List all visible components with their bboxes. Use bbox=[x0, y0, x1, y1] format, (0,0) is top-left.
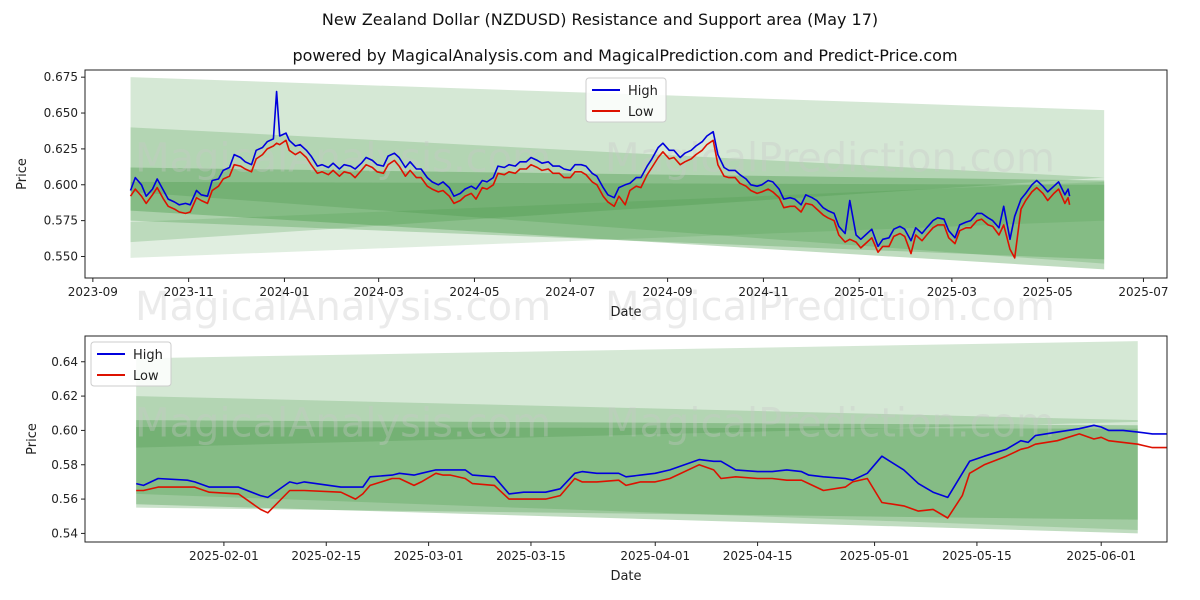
support-resistance-band bbox=[136, 426, 1138, 520]
y-tick-label: 0.625 bbox=[44, 142, 78, 156]
watermark: MagicalAnalysis.com bbox=[135, 135, 551, 181]
x-tick-label: 2024-07 bbox=[545, 285, 595, 299]
x-tick-label: 2025-02-01 bbox=[189, 549, 259, 563]
y-tick-label: 0.600 bbox=[44, 178, 78, 192]
legend-label-high: High bbox=[133, 348, 163, 363]
legend: High Low bbox=[90, 341, 172, 387]
chart-subtitle: powered by MagicalAnalysis.com and Magic… bbox=[292, 46, 957, 65]
x-tick-label: 2023-11 bbox=[164, 285, 214, 299]
y-axis-label: Price bbox=[25, 423, 40, 455]
watermark: MagicalPrediction.com bbox=[605, 401, 1055, 447]
x-tick-label: 2025-04-01 bbox=[620, 549, 690, 563]
y-tick-label: 0.58 bbox=[51, 458, 78, 472]
legend-label-high: High bbox=[628, 84, 658, 99]
y-tick-label: 0.575 bbox=[44, 214, 78, 228]
x-tick-label: 2023-09 bbox=[68, 285, 118, 299]
support-resistance-band bbox=[130, 167, 1105, 270]
support-resistance-band bbox=[136, 420, 1138, 534]
x-tick-label: 2025-03 bbox=[927, 285, 977, 299]
y-tick-label: 0.62 bbox=[51, 389, 78, 403]
plot-area: MagicalAnalysis.com MagicalPrediction.com bbox=[129, 77, 1105, 270]
series-line-low bbox=[136, 433, 1167, 519]
series-line-high bbox=[136, 424, 1167, 499]
x-tick-label: 2024-09 bbox=[643, 285, 693, 299]
legend-label-low: Low bbox=[628, 105, 654, 120]
legend-label-low: Low bbox=[133, 369, 159, 384]
chart-title: New Zealand Dollar (NZDUSD) Resistance a… bbox=[322, 10, 878, 29]
x-tick-label: 2025-05-01 bbox=[840, 549, 910, 563]
x-tick-label: 2025-06-01 bbox=[1066, 549, 1136, 563]
support-resistance-band bbox=[136, 341, 1138, 448]
y-tick-label: 0.675 bbox=[44, 70, 78, 84]
support-resistance-band bbox=[130, 77, 1105, 243]
legend: High Low bbox=[585, 77, 667, 123]
y-tick-label: 0.650 bbox=[44, 106, 78, 120]
axes-frame bbox=[84, 69, 1168, 279]
watermark: MagicalAnalysis.com bbox=[135, 284, 551, 330]
y-tick-label: 0.56 bbox=[51, 492, 78, 506]
y-tick-label: 0.54 bbox=[51, 526, 78, 540]
x-tick-label: 2025-05 bbox=[1023, 285, 1073, 299]
x-tick-label: 2025-01 bbox=[834, 285, 884, 299]
x-tick-label: 2024-01 bbox=[259, 285, 309, 299]
x-tick-label: 2024-05 bbox=[449, 285, 499, 299]
x-tick-label: 2024-03 bbox=[354, 285, 404, 299]
x-axis-label: Date bbox=[610, 305, 641, 320]
watermark: MagicalPrediction.com bbox=[605, 284, 1055, 330]
x-tick-label: 2025-04-15 bbox=[723, 549, 793, 563]
x-tick-label: 2025-07 bbox=[1118, 285, 1168, 299]
support-resistance-band bbox=[130, 181, 1105, 258]
series-line-high bbox=[129, 90, 1071, 248]
y-axis-label: Price bbox=[15, 158, 30, 190]
top-chart: MagicalAnalysis.com MagicalPrediction.com… bbox=[15, 69, 1169, 330]
watermark: MagicalPrediction.com bbox=[605, 135, 1055, 181]
watermark: MagicalAnalysis.com bbox=[135, 401, 551, 447]
y-tick-label: 0.550 bbox=[44, 249, 78, 263]
bottom-chart: MagicalAnalysis.com MagicalPrediction.com… bbox=[25, 335, 1168, 584]
x-tick-label: 2025-05-15 bbox=[942, 549, 1012, 563]
x-tick-label: 2025-03-01 bbox=[394, 549, 464, 563]
x-tick-label: 2024-11 bbox=[738, 285, 788, 299]
x-axis-label: Date bbox=[610, 569, 641, 584]
plot-area: MagicalAnalysis.com MagicalPrediction.com bbox=[135, 341, 1167, 534]
series-line-low bbox=[129, 139, 1071, 259]
y-tick-label: 0.64 bbox=[51, 355, 78, 369]
x-tick-label: 2025-03-15 bbox=[496, 549, 566, 563]
axes-frame bbox=[84, 335, 1168, 543]
support-resistance-band bbox=[136, 396, 1138, 530]
x-tick-label: 2025-02-15 bbox=[291, 549, 361, 563]
y-tick-label: 0.60 bbox=[51, 423, 78, 437]
